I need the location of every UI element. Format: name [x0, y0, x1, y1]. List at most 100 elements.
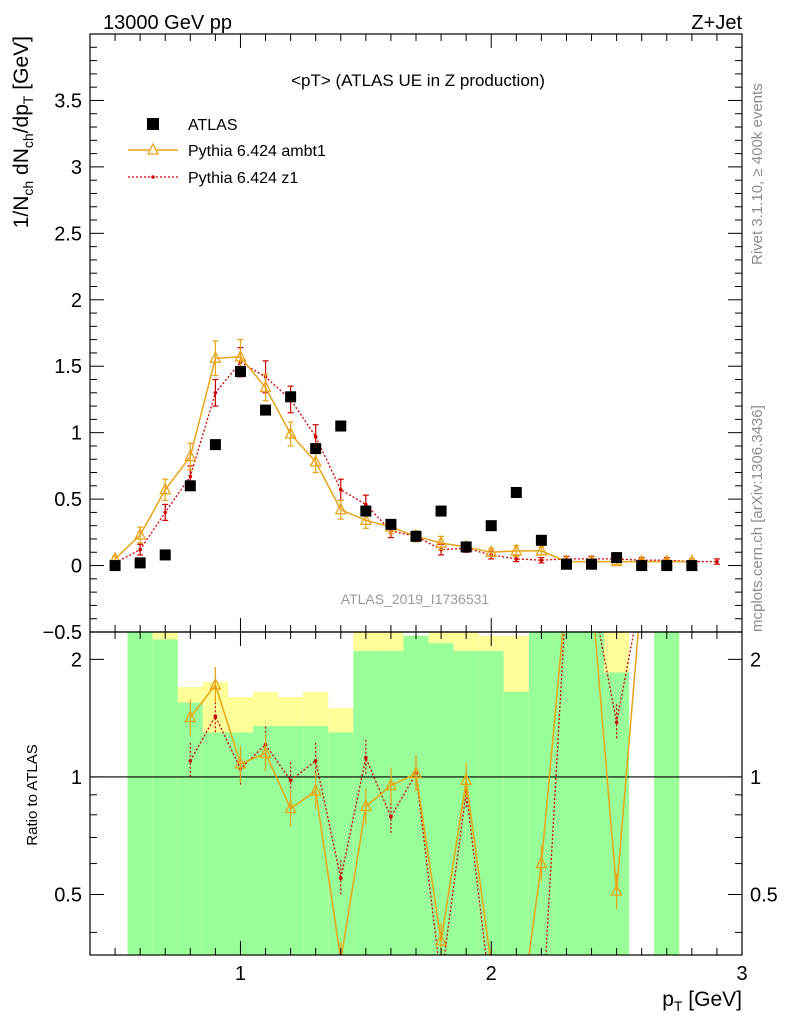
atlas-data-point — [109, 560, 121, 572]
ratio-marker — [637, 585, 647, 595]
ratio-ambt1-series — [184, 585, 647, 955]
legend: ATLAS Pythia 6.424 ambt1 Pythia 6.424 z1 — [128, 117, 326, 187]
x-tick-label: 3 — [736, 963, 747, 985]
ratio-marker — [309, 783, 322, 796]
atlas-data-point — [134, 557, 146, 569]
plot-title: <pT> (ATLAS UE in Z production) — [291, 71, 545, 90]
ratio-y-tick-label: 0.5 — [54, 885, 82, 907]
atlas-data-point — [636, 560, 648, 572]
ratio-marker — [188, 758, 193, 763]
series-marker — [284, 426, 297, 439]
ratio-y-tick-label: 2 — [71, 649, 82, 671]
series-marker — [435, 535, 448, 548]
y-tick-label: 1.5 — [54, 356, 82, 378]
atlas-data-point — [611, 552, 623, 564]
y-tick-label: 2 — [71, 290, 82, 312]
series-marker — [138, 547, 142, 552]
band-inner — [428, 643, 454, 955]
atlas-data-point — [435, 505, 447, 517]
watermark: ATLAS_2019_I1736531 — [341, 591, 490, 607]
band-inner — [553, 632, 579, 955]
ratio-marker — [460, 772, 473, 786]
ratio-marker — [364, 755, 368, 760]
atlas-data-point — [586, 558, 598, 570]
atlas-data-point — [535, 534, 547, 546]
ratio-marker — [284, 801, 297, 814]
y-tick-label: 0 — [71, 556, 82, 578]
series-marker — [213, 391, 218, 395]
series-line — [114, 356, 692, 563]
band-inner — [654, 632, 680, 955]
series-marker — [134, 527, 147, 540]
legend-z1-label: Pythia 6.424 z1 — [188, 170, 298, 187]
series-marker — [188, 474, 193, 479]
ratio-y-tick-label: 1 — [71, 767, 82, 789]
ratio-marker — [610, 883, 623, 896]
series-marker — [234, 349, 247, 362]
x-tick-label: 2 — [486, 963, 497, 985]
ratio-marker — [409, 766, 423, 779]
series-marker — [359, 512, 372, 526]
atlas-data-point — [686, 560, 698, 572]
axes: 1 2 3 −0.5 0 0.5 1 1.5 2 2.5 3 3.5 0.5 0.5 1 1 2 2 pT [GeV… — [10, 33, 778, 1014]
ratio-y-tick-label-right: 0.5 — [750, 885, 778, 907]
ratio-marker — [288, 778, 293, 783]
atlas-data-point — [460, 541, 472, 553]
ratio-marker — [561, 585, 571, 595]
ratio-marker — [213, 714, 218, 719]
ratio-marker — [565, 589, 569, 593]
atlas-data-point — [335, 420, 347, 432]
series-marker — [313, 434, 318, 439]
series-marker — [159, 482, 172, 495]
band-inner — [202, 732, 228, 955]
ratio-marker — [259, 745, 272, 758]
atlas-data-point — [234, 366, 246, 378]
band-inner — [127, 632, 153, 955]
ratio-uncertainty-bands — [127, 632, 680, 955]
series-marker — [184, 449, 197, 462]
series-marker — [334, 502, 347, 515]
series-marker — [715, 559, 719, 564]
series-marker — [539, 558, 544, 563]
atlas-data-point — [285, 391, 297, 403]
x-axis-label: pT [GeV] — [662, 988, 742, 1014]
ratio-marker — [489, 997, 493, 1001]
ratio-marker — [313, 758, 318, 763]
ratio-marker — [359, 799, 372, 812]
series-marker — [364, 502, 368, 507]
y-tick-label: 2.5 — [54, 223, 82, 245]
y-tick-label: 0.5 — [54, 489, 82, 511]
ratio-marker — [234, 756, 247, 769]
band-inner — [403, 635, 429, 955]
ratio-marker — [184, 709, 197, 723]
ratio-marker — [535, 856, 548, 869]
atlas-data-point — [159, 549, 171, 561]
atlas-data-point — [485, 520, 497, 532]
legend-ambt1-label: Pythia 6.424 ambt1 — [188, 143, 326, 160]
ratio-marker — [587, 585, 597, 595]
text-labels: 13000 GeV pp Z+Jet <pT> (ATLAS UE in Z p… — [24, 12, 766, 846]
band-inner — [503, 691, 529, 955]
series-marker — [485, 544, 498, 557]
header-right: Z+Jet — [691, 12, 742, 34]
y-tick-label: 3 — [71, 157, 82, 179]
band-inner — [528, 632, 554, 955]
ratio-marker — [590, 589, 594, 593]
legend-atlas-label: ATLAS — [188, 117, 238, 134]
atlas-data-point — [560, 558, 572, 570]
atlas-data-point — [661, 560, 673, 572]
ratio-marker — [338, 876, 343, 881]
series-marker — [338, 488, 343, 492]
ratio-marker — [435, 933, 448, 946]
ratio-y-tick-label-right: 2 — [750, 649, 761, 671]
atlas-data-point — [510, 486, 522, 498]
x-tick-label: 1 — [235, 963, 246, 985]
y-tick-label: −0.5 — [43, 622, 82, 644]
ratio-y-tick-label-right: 1 — [750, 767, 761, 789]
series-marker — [163, 510, 168, 515]
series-marker — [209, 350, 222, 363]
header-left: 13000 GeV pp — [103, 12, 232, 34]
series-marker — [259, 380, 272, 393]
side-label-bottom: mcplots.cern.ch [arXiv:1306.3436] — [749, 405, 766, 632]
main-atlas-data — [109, 366, 698, 572]
